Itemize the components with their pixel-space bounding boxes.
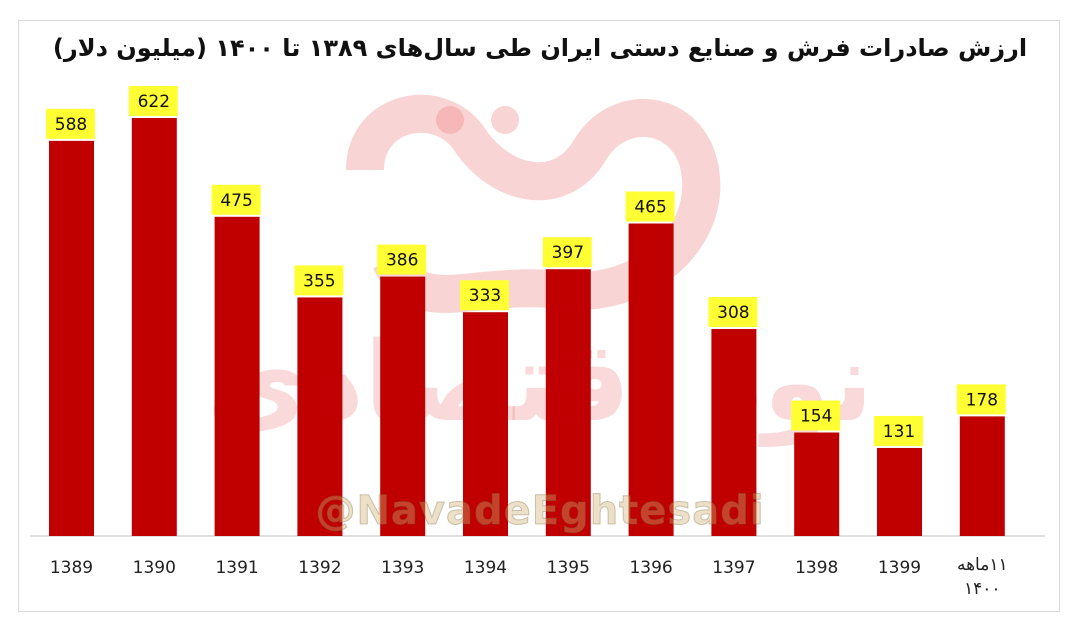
bar-7: [628, 223, 674, 536]
bar-2: [214, 216, 260, 536]
bar-8: [711, 329, 757, 536]
x-tick-label-7: 1396: [629, 558, 672, 578]
bar-6: [545, 269, 591, 536]
data-label-bg-11: [956, 384, 1006, 415]
x-tick-label-9: 1398: [795, 558, 838, 578]
x-tick-label-4: 1393: [381, 558, 424, 578]
data-label-bg-4: [377, 244, 427, 275]
x-tick-label-10: 1399: [878, 558, 921, 578]
data-label-6: 397: [552, 243, 584, 263]
x-tick-label-0: 1389: [50, 558, 93, 578]
bar-4: [380, 276, 426, 536]
data-label-bg-9: [791, 400, 841, 431]
data-label-9: 154: [800, 407, 832, 427]
data-label-bg-8: [708, 297, 758, 328]
data-label-bg-10: [874, 415, 923, 446]
data-label-bg-7: [625, 191, 675, 222]
watermark-handle: @NavadeEghtesadi: [315, 488, 765, 535]
data-label-5: 333: [469, 286, 501, 306]
data-label-bg-5: [460, 280, 509, 311]
data-label-10: 131: [883, 422, 915, 442]
data-label-1: 622: [138, 92, 170, 112]
data-label-bg-3: [294, 265, 344, 296]
x-tick-label-11: ۱۱ماهه ۱۴۰۰: [957, 555, 1008, 599]
bar-3: [297, 297, 343, 536]
data-label-8: 308: [717, 303, 749, 323]
data-label-4: 386: [386, 251, 418, 271]
x-tick-label-5: 1394: [464, 558, 507, 578]
bar-0: [49, 140, 94, 536]
bar-10: [877, 447, 922, 536]
data-label-7: 465: [634, 198, 666, 218]
data-label-bg-2: [211, 184, 261, 215]
x-tick-label-3: 1392: [298, 558, 341, 578]
x-tick-label-2: 1391: [215, 558, 258, 578]
data-label-0: 588: [55, 115, 87, 135]
data-label-2: 475: [220, 191, 252, 211]
bar-1: [131, 118, 177, 536]
bar-9: [794, 432, 840, 536]
bar-11: [959, 416, 1005, 536]
data-label-bg-6: [542, 237, 592, 268]
x-tick-label-1: 1390: [133, 558, 176, 578]
x-tick-label-6: 1395: [547, 558, 590, 578]
x-tick-label-8: 1397: [712, 558, 755, 578]
chart-title: ارزش صادرات فرش و صنایع دستی ایران طی سا…: [52, 34, 1028, 62]
data-label-bg-1: [128, 86, 178, 116]
data-label-bg-0: [46, 108, 95, 139]
bar-5: [463, 312, 508, 536]
data-label-3: 355: [303, 271, 335, 291]
data-label-11: 178: [966, 390, 998, 410]
